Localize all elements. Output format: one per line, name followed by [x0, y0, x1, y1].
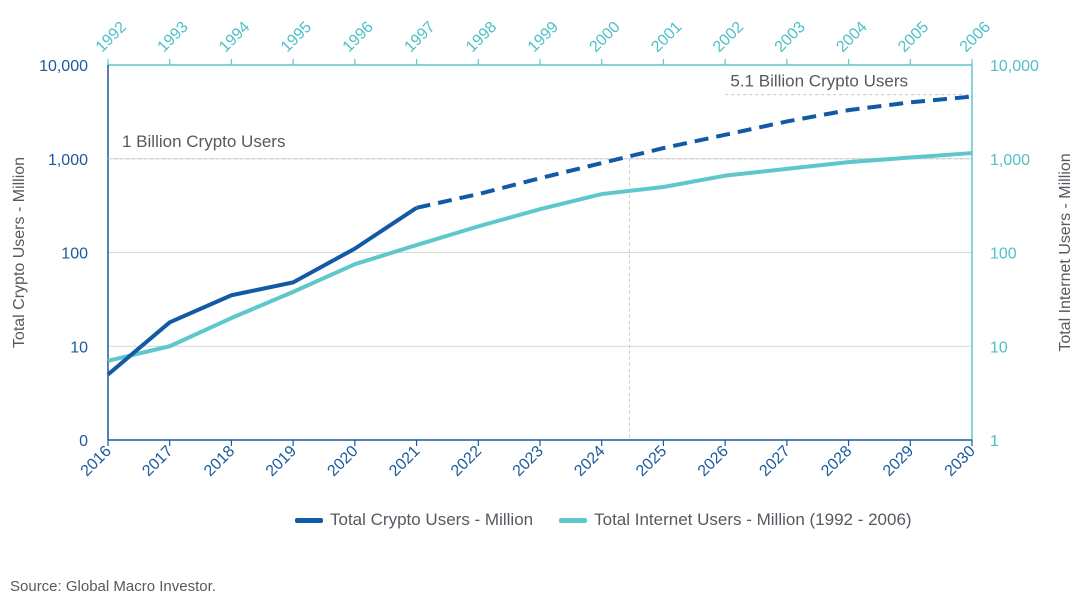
legend: Total Crypto Users - Million Total Inter… [295, 510, 938, 530]
legend-swatch-internet [559, 517, 588, 523]
y-axis-title-left: Total Crypto Users - Million [11, 157, 28, 348]
annotation-1-label: 1 Billion Crypto Users [122, 132, 285, 151]
legend-label-crypto: Total Crypto Users - Million [330, 510, 534, 529]
chart-svg: 2016199220171993201819942019199520201996… [11, 19, 1074, 480]
y-tick-label-left: 10,000 [39, 58, 88, 75]
x-tick-label-bottom: 2027 [756, 443, 793, 480]
legend-item-crypto: Total Crypto Users - Million [295, 510, 533, 530]
x-tick-label-top: 1994 [216, 19, 253, 56]
x-tick-label-top: 2006 [957, 19, 994, 56]
x-tick-label-bottom: 2024 [571, 443, 608, 480]
x-tick-label-bottom: 2029 [880, 443, 917, 480]
x-tick-label-top: 1997 [401, 19, 438, 56]
x-tick-label-top: 2004 [833, 19, 870, 56]
x-tick-label-bottom: 2026 [695, 443, 732, 480]
x-tick-label-top: 2000 [587, 19, 624, 56]
x-tick-label-top: 1995 [278, 19, 315, 56]
x-tick-label-bottom: 2022 [448, 443, 485, 480]
legend-label-internet: Total Internet Users - Million (1992 - 2… [594, 510, 912, 529]
x-tick-label-top: 1993 [155, 19, 192, 56]
source-note: Source: Global Macro Investor. [10, 578, 216, 595]
x-tick-label-top: 1992 [93, 19, 130, 56]
y-tick-label-left: 1,000 [48, 152, 88, 169]
y-tick-label-left: 10 [70, 339, 88, 356]
x-tick-label-bottom: 2023 [510, 443, 547, 480]
y-tick-label-right: 1 [990, 433, 999, 450]
x-tick-label-top: 1996 [340, 19, 377, 56]
x-tick-label-bottom: 2020 [324, 443, 361, 480]
series-line-crypto-projected [416, 94, 973, 210]
x-tick-label-bottom: 2017 [139, 443, 176, 480]
y-tick-label-right: 10 [990, 339, 1008, 356]
y-tick-label-left: 100 [61, 246, 88, 263]
legend-item-internet: Total Internet Users - Million (1992 - 2… [559, 510, 912, 530]
x-tick-label-bottom: 2018 [201, 443, 238, 480]
x-tick-label-top: 2005 [895, 19, 932, 56]
y-tick-label-right: 100 [990, 246, 1017, 263]
x-tick-label-top: 1998 [463, 19, 500, 56]
x-tick-label-top: 1999 [525, 19, 562, 56]
y-tick-label-right: 1,000 [990, 152, 1030, 169]
x-tick-label-bottom: 2028 [818, 443, 855, 480]
series-line-crypto-actual [106, 206, 418, 376]
x-tick-label-top: 2001 [648, 19, 685, 56]
x-tick-label-top: 2003 [772, 19, 809, 56]
annotation-2-label: 5.1 Billion Crypto Users [730, 72, 908, 91]
y-axis-title-right: Total Internet Users - Million [1057, 153, 1074, 351]
x-tick-label-bottom: 2030 [942, 443, 979, 480]
x-tick-label-bottom: 2025 [633, 443, 670, 480]
x-tick-label-bottom: 2021 [386, 443, 423, 480]
x-tick-label-top: 2002 [710, 19, 747, 56]
legend-swatch-crypto [295, 517, 323, 523]
y-tick-label-left: 0 [79, 433, 88, 450]
y-tick-label-right: 10,000 [990, 58, 1039, 75]
series-line-internet [107, 151, 973, 363]
x-tick-label-bottom: 2019 [263, 443, 300, 480]
